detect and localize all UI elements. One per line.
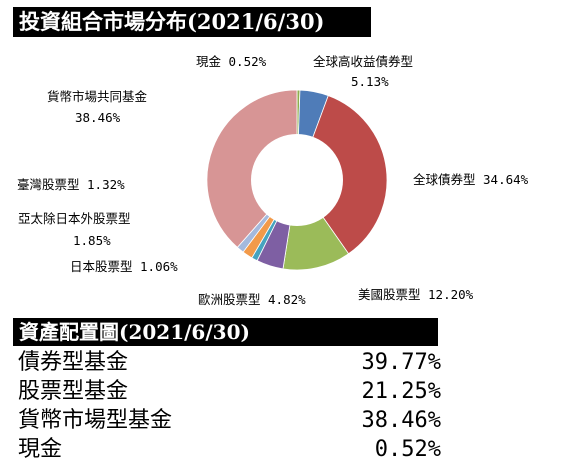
slice-label: 歐洲股票型 4.82%	[198, 292, 306, 307]
slice-label-name: 貨幣市場共同基金	[47, 89, 148, 104]
chart-title: 投資組合市場分布(2021/6/30)	[19, 9, 325, 34]
donut-hole	[251, 134, 343, 226]
slice-label-value: 38.46%	[75, 110, 121, 125]
pie-slice	[206, 89, 298, 248]
allocation-name: 債券型基金	[18, 350, 129, 375]
allocation-value: 38.46%	[361, 408, 441, 433]
allocation-row: 貨幣市場型基金 38.46%	[18, 406, 443, 435]
allocation-value: 0.52%	[374, 437, 441, 462]
slice-label: 現金 0.52%	[196, 54, 267, 69]
slice-labels: 現金 0.52% 全球高收益債券型 5.13% 全球債券型 34.64% 美國股票型 1…	[17, 54, 529, 307]
slice-label: 美國股票型 12.20%	[358, 287, 474, 302]
allocation-name: 股票型基金	[18, 379, 129, 404]
allocation-row: 股票型基金 21.25%	[18, 377, 443, 406]
allocation-name: 貨幣市場型基金	[18, 408, 173, 433]
donut-chart: 現金 0.52% 全球高收益債券型 5.13% 全球債券型 34.64% 美國股票型 1…	[17, 54, 529, 307]
slice-label: 臺灣股票型 1.32%	[17, 177, 125, 192]
slice-label: 日本股票型 1.06%	[70, 259, 178, 274]
slice-label-name: 亞太除日本外股票型	[18, 211, 131, 226]
slice-label-value: 5.13%	[351, 74, 389, 89]
slice-label-value: 1.85%	[73, 233, 111, 248]
allocation-title-bar: 資產配置圖(2021/6/30)	[13, 318, 438, 346]
allocation-value: 39.77%	[361, 350, 441, 375]
allocation-row: 現金 0.52%	[18, 435, 443, 464]
slice-label: 全球債券型 34.64%	[413, 172, 529, 187]
allocation-table: 債券型基金 39.77% 股票型基金 21.25% 貨幣市場型基金 38.46%…	[18, 348, 443, 464]
allocation-title: 資產配置圖(2021/6/30)	[19, 320, 250, 344]
allocation-row: 債券型基金 39.77%	[18, 348, 443, 377]
slice-label-name: 全球高收益債券型	[313, 54, 413, 69]
chart-title-bar: 投資組合市場分布(2021/6/30)	[13, 7, 371, 37]
allocation-name: 現金	[18, 437, 63, 462]
allocation-value: 21.25%	[361, 379, 441, 404]
